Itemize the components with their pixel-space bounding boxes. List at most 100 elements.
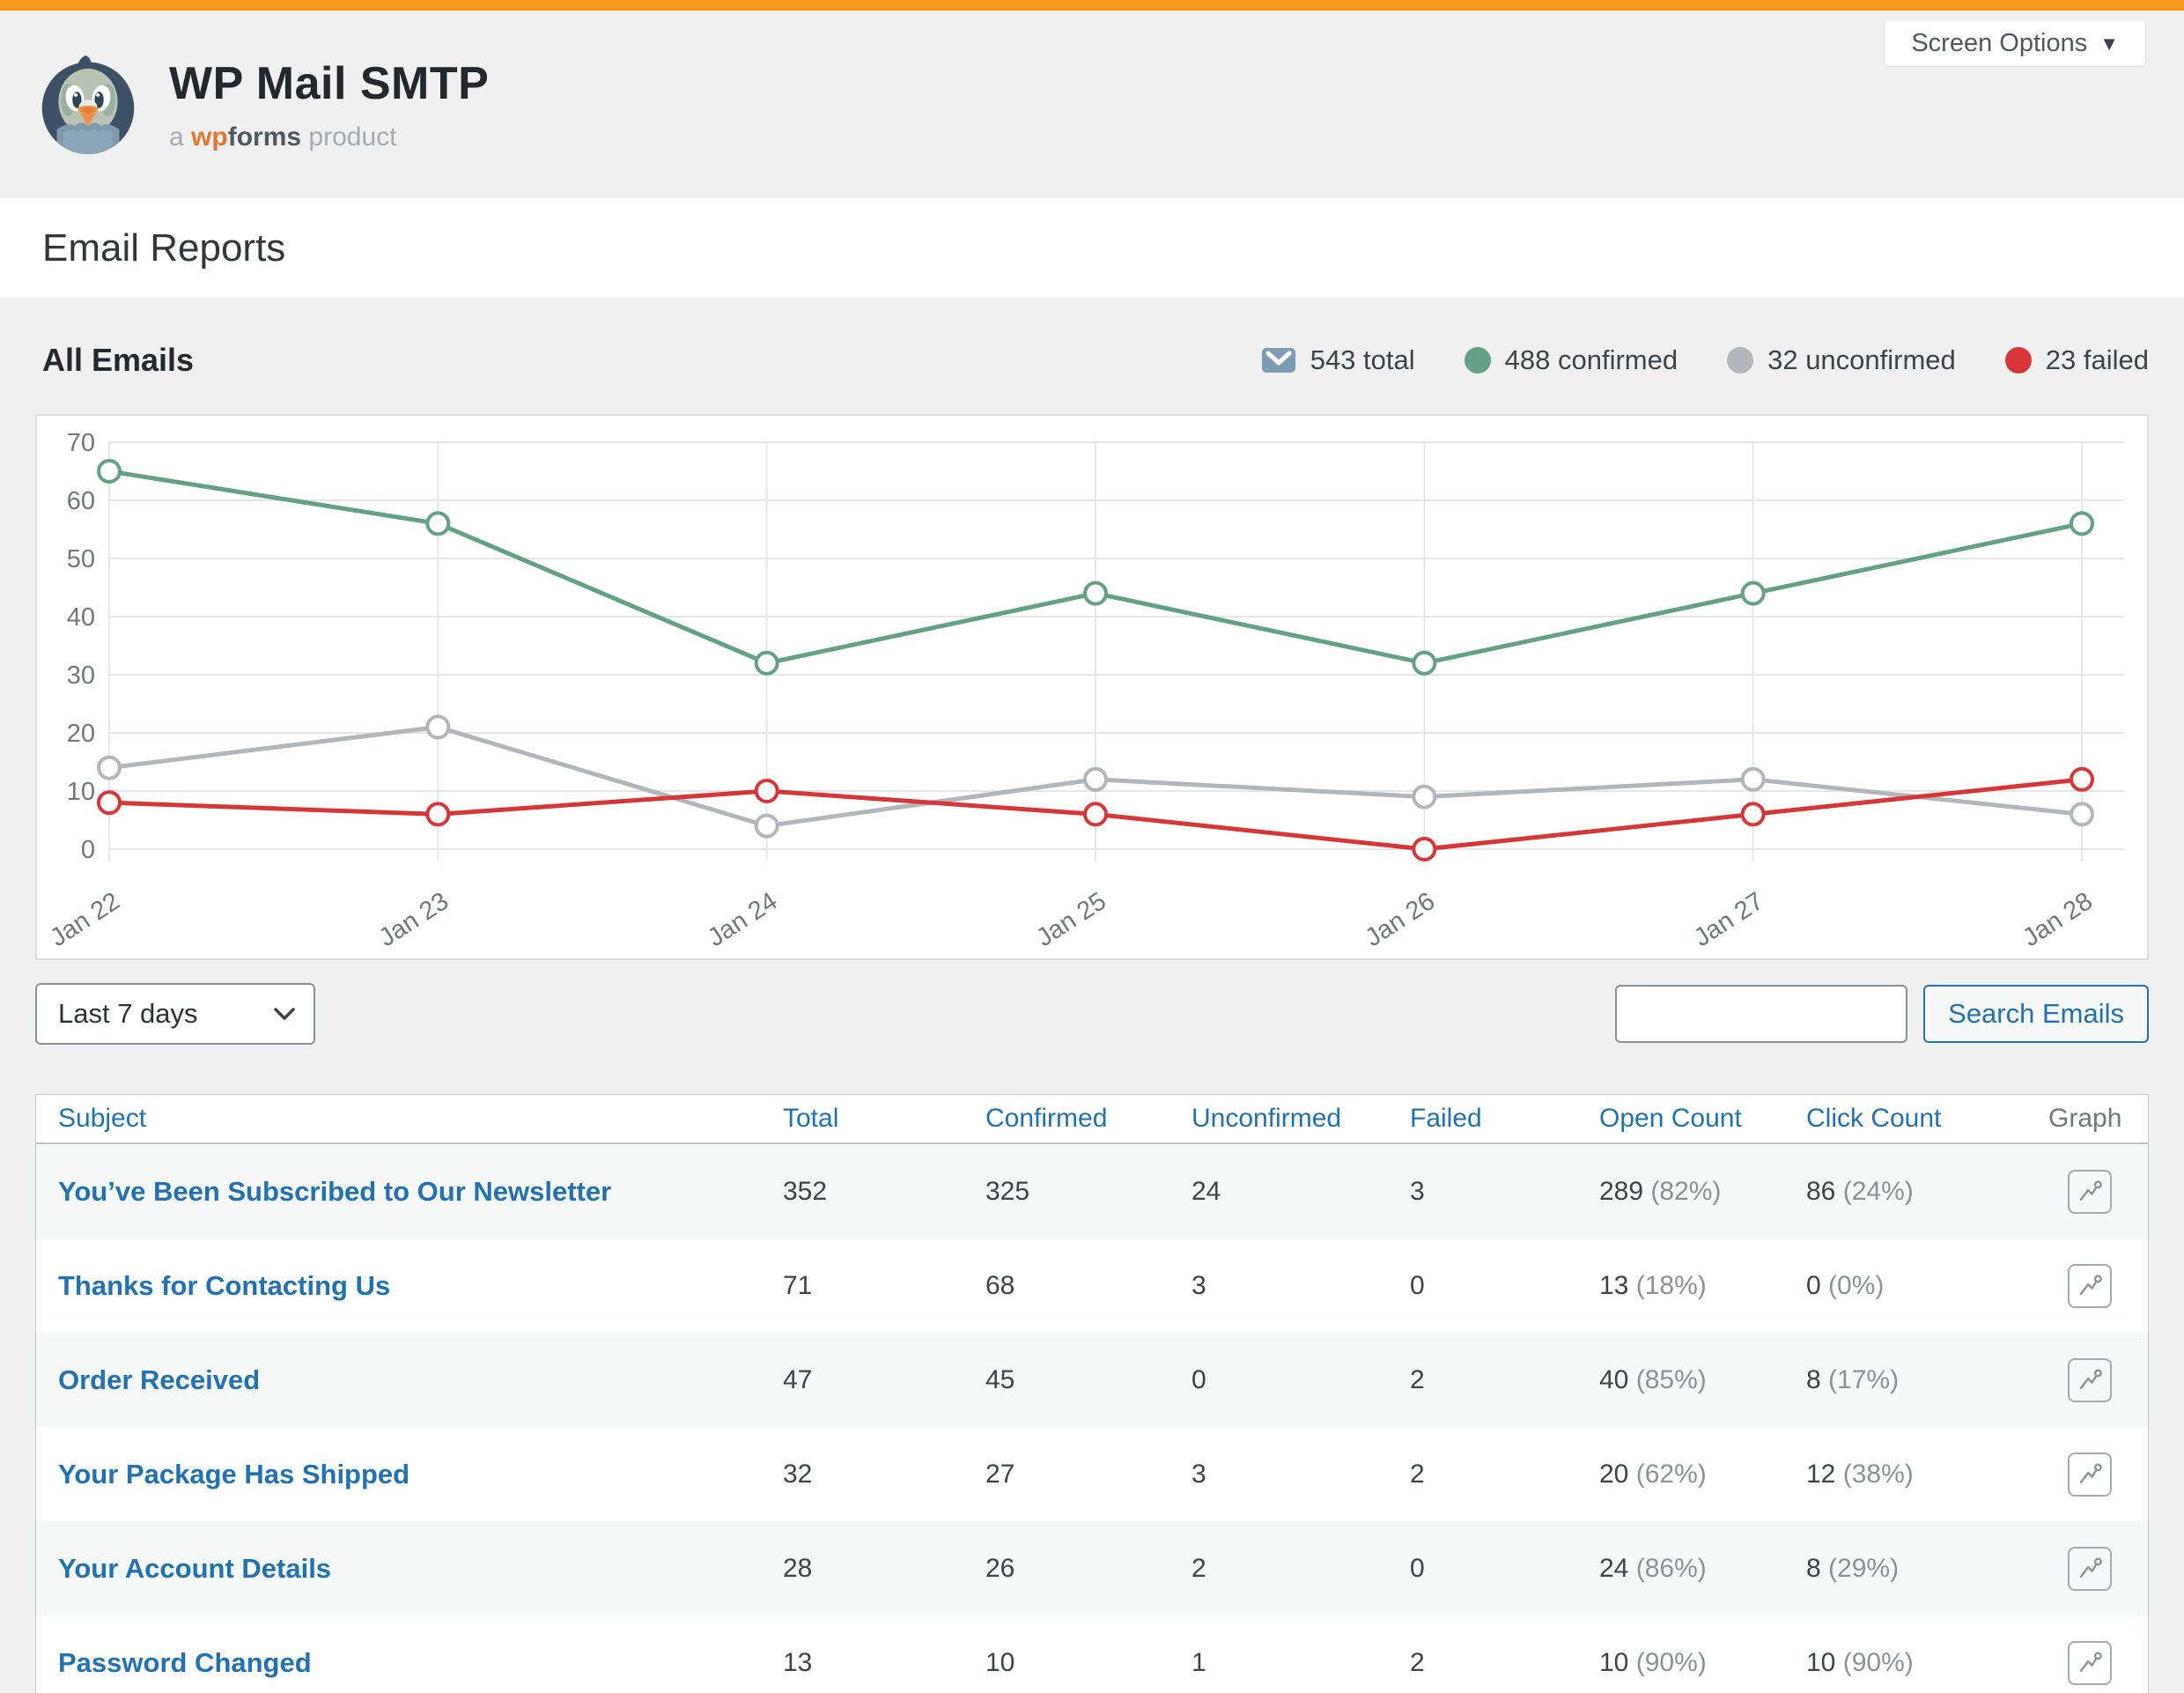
table-row: Your Account Details 28 26 2 0 24 (86%) 8 (29%… (36, 1521, 2148, 1615)
email-subject-link[interactable]: Your Package Has Shipped (58, 1458, 410, 1490)
open_count-percentage: (90%) (1635, 1647, 1707, 1677)
data-point-failed (1740, 802, 1766, 827)
legend-dot-icon (2004, 347, 2032, 373)
y-axis-tick-label: 20 (67, 720, 95, 748)
total-value: 13 (783, 1647, 813, 1677)
email-subject-link[interactable]: Thanks for Contacting Us (58, 1269, 391, 1301)
legend-label: 32 unconfirmed (1767, 344, 1956, 375)
click_count-value: 8 (29%) (1806, 1553, 1900, 1583)
mini-line-chart-icon (2079, 1368, 2102, 1389)
email-subject-link[interactable]: Your Account Details (58, 1552, 332, 1584)
column-header-confirmed[interactable]: Confirmed (985, 1104, 1108, 1133)
click_count-value: 12 (38%) (1806, 1459, 1914, 1489)
data-point-unconfirmed (2070, 802, 2094, 827)
data-point-confirmed (2070, 511, 2094, 536)
column-header-graph: Graph (2048, 1104, 2122, 1133)
open_count-value: 20 (62%) (1599, 1459, 1707, 1489)
search-emails-button[interactable]: Search Emails (1923, 985, 2149, 1043)
confirmed-value: 10 (985, 1647, 1015, 1677)
date-range-select[interactable]: Last 7 days (35, 983, 315, 1045)
email-subject-link[interactable]: You’ve Been Subscribed to Our Newsletter (58, 1175, 612, 1207)
data-point-unconfirmed (1412, 784, 1437, 810)
click_count-value: 86 (24%) (1806, 1176, 1914, 1206)
column-header-click_count[interactable]: Click Count (1806, 1104, 1942, 1133)
wp-mail-smtp-pigeon-logo (41, 55, 135, 154)
view-graph-button[interactable] (2068, 1169, 2112, 1214)
email-subject-link[interactable]: Order Received (58, 1364, 261, 1395)
data-point-failed (97, 790, 122, 816)
open_count-value: 289 (82%) (1599, 1176, 1722, 1206)
search-input[interactable] (1615, 985, 1908, 1043)
data-point-unconfirmed (1083, 766, 1108, 792)
confirmed-value: 325 (985, 1176, 1030, 1206)
data-point-failed (425, 802, 451, 827)
open_count-percentage: (62%) (1635, 1459, 1707, 1489)
filter-row: Last 7 days Search Emails (35, 983, 2149, 1045)
view-graph-button[interactable] (2068, 1357, 2112, 1402)
all-emails-line-chart: 0 10 20 30 40 50 60 70 Jan 22 Jan 23 Jan 24 Jan 25 J… (45, 429, 2124, 952)
x-axis-tick-label: Jan 22 (45, 887, 124, 952)
view-graph-button[interactable] (2068, 1263, 2112, 1308)
mini-line-chart-icon (2079, 1179, 2102, 1201)
mini-line-chart-icon (2079, 1651, 2102, 1672)
y-axis-tick-label: 60 (67, 487, 95, 515)
data-point-confirmed (1412, 650, 1437, 676)
open_count-percentage: (85%) (1635, 1364, 1707, 1394)
date-range-value: Last 7 days (58, 998, 198, 1029)
app-title: WP Mail SMTP (169, 57, 490, 109)
unconfirmed-value: 24 (1192, 1176, 1221, 1206)
legend-item: 32 unconfirmed (1727, 344, 1956, 376)
view-graph-button[interactable] (2068, 1640, 2112, 1685)
unconfirmed-value: 0 (1192, 1364, 1206, 1394)
unconfirmed-value: 3 (1192, 1270, 1206, 1300)
view-graph-button[interactable] (2068, 1546, 2112, 1591)
data-point-failed (1412, 837, 1437, 861)
column-header-total[interactable]: Total (783, 1104, 839, 1133)
legend-dot-icon (1727, 347, 1754, 373)
view-graph-button[interactable] (2068, 1452, 2112, 1497)
table-row: Password Changed 13 10 1 2 10 (90%) 10 (90%) (36, 1615, 2148, 1693)
failed-value: 0 (1410, 1553, 1425, 1583)
y-axis-tick-label: 70 (67, 429, 95, 457)
data-point-confirmed (1083, 580, 1108, 606)
table-header-row: Subject Total Confirmed Unconfirmed Failed Op… (36, 1095, 2148, 1144)
x-axis-tick-label: Jan 26 (1361, 887, 1440, 952)
table-row: You’ve Been Subscribed to Our Newsletter… (36, 1144, 2148, 1238)
legend-label: 488 confirmed (1504, 344, 1679, 375)
screen-options-button[interactable]: Screen Options ▼ (1884, 21, 2146, 67)
click_count-value: 0 (0%) (1806, 1270, 1885, 1300)
column-header-subject[interactable]: Subject (58, 1104, 147, 1133)
x-axis-tick-label: Jan 25 (1031, 887, 1110, 952)
table-row: Thanks for Contacting Us 71 68 3 0 13 (18%) 0 … (36, 1238, 2148, 1333)
click_count-percentage: (29%) (1828, 1553, 1900, 1583)
wpforms-wp: wp (191, 122, 228, 152)
legend-item: 543 total (1261, 344, 1415, 376)
data-point-unconfirmed (1740, 766, 1766, 792)
legend-label: 543 total (1310, 344, 1415, 375)
column-header-unconfirmed[interactable]: Unconfirmed (1192, 1104, 1342, 1133)
table-row: Order Received 47 45 0 2 40 (85%) 8 (17%) (36, 1333, 2148, 1427)
x-axis-tick-label: Jan 28 (2018, 887, 2097, 952)
total-value: 28 (783, 1553, 813, 1583)
top-accent-bar (0, 0, 2184, 11)
open_count-percentage: (82%) (1650, 1176, 1722, 1206)
chart-legend: 543 total 488 confirmed 32 unconfirmed 23 f… (1261, 344, 2149, 376)
mini-line-chart-icon (2079, 1274, 2102, 1295)
click_count-percentage: (0%) (1828, 1270, 1885, 1300)
confirmed-value: 26 (985, 1553, 1015, 1583)
all-emails-section: All Emails 543 total 488 confirmed 32 unco… (0, 298, 2184, 960)
mini-line-chart-icon (2079, 1556, 2102, 1578)
screen-options-label: Screen Options (1911, 29, 2088, 57)
brand-block: WP Mail SMTP a wpforms product (169, 57, 489, 152)
email-subject-link[interactable]: Password Changed (58, 1646, 312, 1678)
data-point-failed (754, 779, 779, 803)
email-volume-chart-card: 0 10 20 30 40 50 60 70 Jan 22 Jan 23 Jan 24 Jan 25 J… (35, 414, 2149, 960)
y-axis-tick-label: 0 (81, 836, 95, 864)
subtitle-suffix: product (308, 122, 397, 152)
column-header-failed[interactable]: Failed (1410, 1104, 1482, 1133)
total-value: 32 (783, 1459, 813, 1489)
column-header-open_count[interactable]: Open Count (1599, 1104, 1742, 1133)
mini-line-chart-icon (2079, 1462, 2102, 1483)
total-value: 71 (783, 1270, 813, 1300)
open_count-value: 24 (86%) (1599, 1553, 1707, 1583)
